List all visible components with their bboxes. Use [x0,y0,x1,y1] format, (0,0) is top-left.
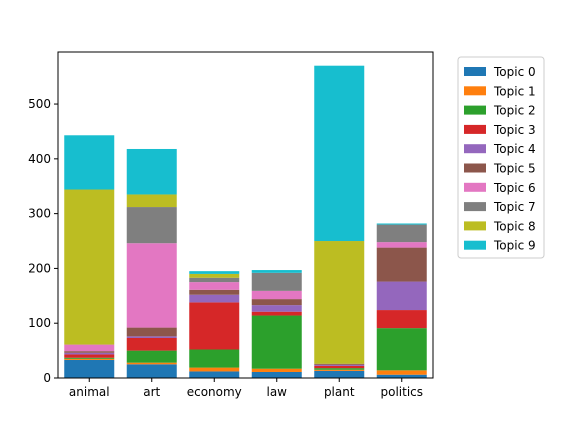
bar-politics-topic-1 [376,370,427,375]
bar-plant-topic-5 [314,363,365,365]
bar-animal-topic-0 [64,359,115,378]
bar-plant-topic-1 [314,369,365,371]
y-axis: 0 100 200 300 400 500 [28,97,58,385]
bar-art-topic-4 [126,336,177,338]
bar-law-topic-2 [251,315,302,369]
bar-art-topic-0 [126,364,177,378]
bar-economy-topic-8 [189,273,240,278]
bar-law-topic-1 [251,368,302,372]
bar-plant-topic-8 [314,241,365,364]
x-tick-label-art: art [143,385,160,399]
bar-politics-topic-2 [376,328,427,371]
bar-economy-topic-0 [189,371,240,378]
bar-art-topic-8 [126,194,177,208]
bar-economy-topic-2 [189,349,240,368]
legend-swatch-topic-0 [464,67,486,76]
bar-plant-topic-3 [314,365,365,369]
legend-swatch-topic-9 [464,240,486,250]
x-tick-label-politics: politics [380,385,423,399]
bar-plant-topic-0 [314,370,365,378]
y-tick-label: 300 [28,207,51,221]
bar-politics-topic-4 [376,281,427,311]
bar-plant-topic-9 [314,65,365,242]
axes-frame [57,51,434,379]
bar-politics-topic-6 [376,242,427,248]
legend-swatch-topic-7 [464,202,486,212]
legend-label-topic-7: Topic 7 [493,200,536,214]
legend-label-topic-8: Topic 8 [493,219,536,233]
legend-label-topic-4: Topic 4 [493,142,536,156]
y-tick-label: 500 [28,97,51,111]
bar-art-topic-6 [126,243,177,328]
bar-politics-topic-5 [376,247,427,282]
legend-label-topic-6: Topic 6 [493,181,536,195]
bar-law-topic-4 [251,305,302,312]
legend-label-topic-2: Topic 2 [493,104,536,118]
legend-label-topic-1: Topic 1 [493,84,536,98]
bars-group [64,65,427,378]
legend-label-topic-9: Topic 9 [493,239,536,253]
y-tick-label: 100 [28,316,51,330]
legend-label-topic-5: Topic 5 [493,162,536,176]
x-tick-label-animal: animal [69,385,110,399]
bar-animal-topic-2 [64,357,115,359]
legend-swatch-topic-8 [464,221,486,231]
legend-label-topic-0: Topic 0 [493,65,536,79]
bar-economy-topic-6 [189,282,240,290]
bar-animal-topic-9 [64,135,115,190]
bar-animal-topic-1 [64,358,115,360]
bar-economy-topic-9 [189,271,240,274]
y-tick-label: 0 [43,371,51,385]
bar-art-topic-5 [126,327,177,337]
bar-politics-topic-9 [376,223,427,225]
bar-economy-topic-5 [189,289,240,295]
bar-law-topic-5 [251,299,302,306]
bar-law-topic-0 [251,371,302,378]
bar-law-topic-3 [251,311,302,316]
bar-art-topic-2 [126,350,177,363]
bar-politics-topic-3 [376,310,427,329]
legend-swatch-topic-3 [464,124,486,134]
bar-law-topic-6 [251,290,302,300]
bar-art-topic-9 [126,148,177,195]
y-tick-label: 200 [28,261,51,275]
x-tick-label-law: law [266,385,287,399]
legend-swatch-topic-2 [464,105,486,115]
x-axis: animal art economy law plant politics [69,378,423,399]
bar-law-topic-7 [251,272,302,291]
legend-swatch-topic-1 [464,86,486,96]
bar-economy-topic-3 [189,302,240,350]
x-tick-label-plant: plant [324,385,355,399]
bar-art-topic-7 [126,207,177,244]
bar-plant-topic-4 [314,364,365,366]
bar-animal-topic-8 [64,189,115,345]
bar-law-topic-9 [251,270,302,273]
legend-swatch-topic-5 [464,163,486,173]
legend-swatch-topic-4 [464,144,486,154]
bar-art-topic-1 [126,362,177,365]
bar-animal-topic-5 [64,351,115,353]
bar-art-topic-3 [126,338,177,351]
legend-swatch-topic-6 [464,182,486,192]
bar-animal-topic-4 [64,352,115,355]
legend-label-topic-3: Topic 3 [493,123,536,137]
x-tick-label-economy: economy [187,385,242,399]
bar-economy-topic-7 [189,277,240,283]
y-tick-label: 400 [28,152,51,166]
bar-plant-topic-2 [314,368,365,370]
bar-animal-topic-6 [64,344,115,352]
bar-economy-topic-1 [189,367,240,372]
bar-politics-topic-7 [376,224,427,243]
bar-politics-topic-0 [376,374,427,378]
bar-economy-topic-4 [189,294,240,303]
legend: Topic 0 Topic 1 Topic 2 Topic 3 Topic 4 Topic… [457,56,545,259]
bar-animal-topic-3 [64,354,115,358]
